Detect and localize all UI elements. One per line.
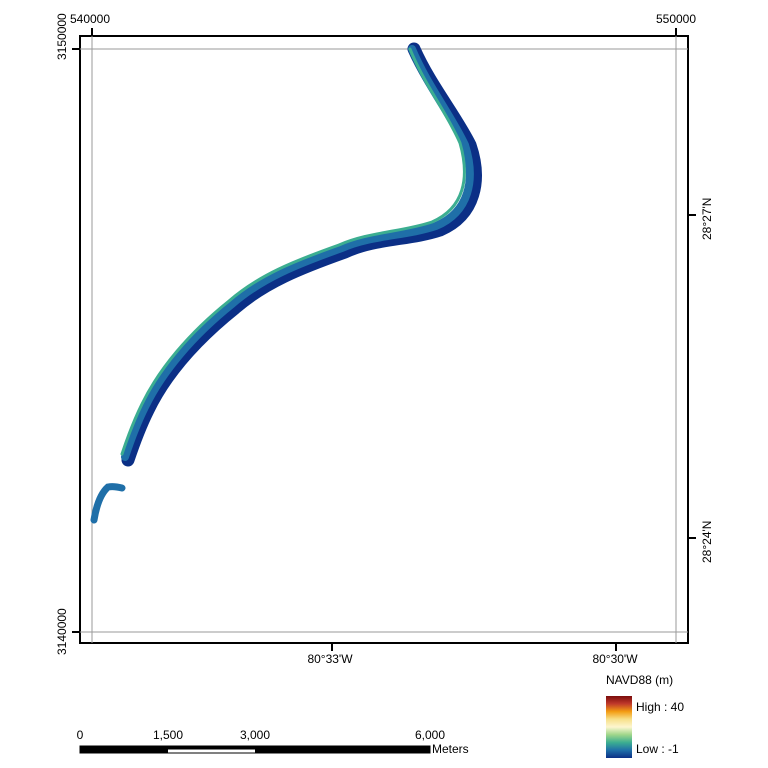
scale-bar: 0 1,500 3,000 6,000 Meters bbox=[77, 728, 469, 756]
scale-tick-1500: 1,500 bbox=[153, 728, 183, 742]
scale-tick-0: 0 bbox=[77, 728, 84, 742]
lat-label-upper: 28°27'N bbox=[700, 198, 714, 240]
river-mid-depth bbox=[121, 45, 474, 461]
lon-label-left: 80°33'W bbox=[307, 652, 353, 666]
legend-high-label: High : 40 bbox=[636, 700, 684, 714]
river-southern-fragment bbox=[90, 483, 126, 524]
y-label-bottom: 3140000 bbox=[55, 608, 69, 655]
legend-title: NAVD88 (m) bbox=[606, 673, 673, 687]
scale-bar-segment-3 bbox=[255, 746, 430, 753]
x-label-left: 540000 bbox=[70, 12, 110, 26]
scale-tick-3000: 3,000 bbox=[240, 728, 270, 742]
scale-tick-6000: 6,000 bbox=[415, 728, 445, 742]
scale-unit: Meters bbox=[432, 742, 469, 756]
scale-bar-segment-1 bbox=[80, 746, 168, 753]
map-neatline bbox=[79, 35, 689, 644]
x-label-right: 550000 bbox=[656, 12, 696, 26]
river-deep-channel bbox=[121, 42, 482, 467]
scale-bar-segment-2a bbox=[168, 746, 255, 750]
y-label-top: 3150000 bbox=[55, 13, 69, 60]
legend-low-label: Low : -1 bbox=[636, 742, 679, 756]
river-channel bbox=[90, 42, 482, 524]
legend-color-ramp bbox=[606, 696, 632, 758]
river-shallow-bank bbox=[120, 47, 466, 456]
lon-label-right: 80°30'W bbox=[592, 652, 638, 666]
lat-label-lower: 28°24'N bbox=[700, 521, 714, 563]
